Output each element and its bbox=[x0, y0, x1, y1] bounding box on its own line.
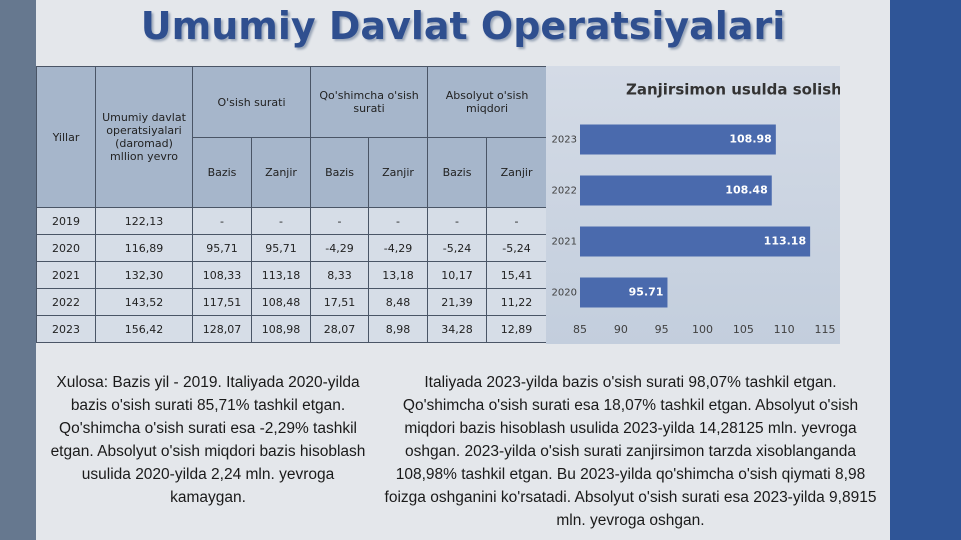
bar bbox=[580, 175, 772, 206]
table-cell: - bbox=[368, 207, 429, 235]
note-text: Xulosa: Bazis yil - 2019. Italiyada 2020… bbox=[50, 374, 366, 506]
table-cell: 8,33 bbox=[310, 261, 370, 289]
table-cell: - bbox=[192, 207, 252, 235]
y-tick-label: 2020 bbox=[552, 288, 577, 299]
header-cell: Absolyut o'sish miqdori bbox=[427, 66, 548, 138]
table-row: 2022 143,52 117,51 108,48 17,51 8,48 21,39 11,2… bbox=[36, 288, 548, 316]
table-cell: 8,48 bbox=[368, 288, 429, 316]
side-strip bbox=[0, 0, 36, 540]
table-cell: 21,39 bbox=[427, 288, 488, 316]
x-tick-label: 95 bbox=[655, 323, 669, 336]
header-cell: Zanjir bbox=[368, 137, 429, 208]
header-cell: Umumiy davlat operatsiyalari (daromad) m… bbox=[95, 66, 193, 208]
table-cell: 156,42 bbox=[95, 315, 193, 343]
header-cell: Yillar bbox=[36, 66, 96, 208]
header-cell: Bazis bbox=[427, 137, 488, 208]
table-cell: 2023 bbox=[36, 315, 96, 343]
header-cell: Bazis bbox=[310, 137, 370, 208]
header-cell: O'sish surati bbox=[191, 66, 312, 138]
x-tick-label: 115 bbox=[815, 323, 836, 336]
table-cell: -4,29 bbox=[310, 234, 370, 262]
table-cell: 17,51 bbox=[310, 288, 370, 316]
table-cell: 12,89 bbox=[486, 315, 548, 343]
bar bbox=[580, 277, 668, 308]
table-cell: 113,18 bbox=[250, 261, 312, 289]
table-cell: 95,71 bbox=[250, 234, 312, 262]
table-cell: 117,51 bbox=[192, 288, 252, 316]
table-cell: 108,33 bbox=[192, 261, 252, 289]
table-row: 2019 122,13- - - - - - bbox=[36, 207, 548, 235]
table-row: 2023 156,42 128,07 108,98 28,07 8,98 34,28 12,8… bbox=[36, 315, 548, 343]
data-table: Yillar Umumiy davlat operatsiyalari (dar… bbox=[36, 66, 548, 343]
bar bbox=[580, 226, 811, 257]
table-cell: 8,98 bbox=[368, 315, 429, 343]
slide-title: Umumiy Davlat Operatsiyalari bbox=[140, 4, 786, 48]
table-cell: 2021 bbox=[36, 261, 96, 289]
value-label: 108.98 bbox=[729, 133, 771, 146]
table-cell: 122,13 bbox=[95, 207, 193, 235]
header-cell: Bazis bbox=[192, 137, 252, 208]
table-cell: - bbox=[486, 207, 548, 235]
x-tick-label: 100 bbox=[692, 323, 713, 336]
y-tick-label: 2023 bbox=[552, 135, 577, 146]
table-cell: -5,24 bbox=[486, 234, 548, 262]
value-label: 95.71 bbox=[629, 286, 664, 299]
chart-title: Zanjirsimon usulda solishtiruv bbox=[626, 81, 840, 99]
table-cell: 2019 bbox=[36, 207, 96, 235]
header-cell: Zanjir bbox=[486, 137, 548, 208]
table-cell: 2020 bbox=[36, 234, 96, 262]
value-label: 113.18 bbox=[764, 235, 806, 248]
table-cell: - bbox=[427, 207, 488, 235]
table-row: 2020 116,89 95,71 95,71 -4,29 -4,29 -5,24 -5,24 bbox=[36, 234, 548, 262]
x-tick-label: 105 bbox=[733, 323, 754, 336]
table-cell: 34,28 bbox=[427, 315, 488, 343]
table-cell: 15,41 bbox=[486, 261, 548, 289]
x-tick-label: 110 bbox=[774, 323, 795, 336]
header-cell: Qo'shimcha o'sish surati bbox=[310, 66, 429, 138]
bar bbox=[580, 124, 776, 155]
x-tick-label: 90 bbox=[614, 323, 628, 336]
side-strip bbox=[890, 0, 961, 540]
table-cell: - bbox=[250, 207, 312, 235]
y-tick-label: 2021 bbox=[552, 237, 577, 248]
table-cell: -5,24 bbox=[427, 234, 488, 262]
table-cell: 108,98 bbox=[250, 315, 312, 343]
table-cell: - bbox=[310, 207, 370, 235]
table-cell: 143,52 bbox=[95, 288, 193, 316]
x-tick-label: 85 bbox=[573, 323, 587, 336]
bar-chart: Zanjirsimon usulda solishtiruv 85 90 95 100… bbox=[546, 66, 840, 344]
value-label: 108.48 bbox=[725, 184, 767, 197]
table-cell: -4,29 bbox=[368, 234, 429, 262]
table-cell: 10,17 bbox=[427, 261, 488, 289]
header-cell: Zanjir bbox=[250, 137, 312, 208]
table-cell: 28,07 bbox=[310, 315, 370, 343]
y-tick-label: 2022 bbox=[552, 186, 577, 197]
table-cell: 132,30 bbox=[95, 261, 193, 289]
table-cell: 95,71 bbox=[192, 234, 252, 262]
table-cell: 128,07 bbox=[192, 315, 252, 343]
note-text: Italiyada 2023-yilda bazis o'sish surati… bbox=[384, 374, 877, 529]
table-cell: 116,89 bbox=[95, 234, 193, 262]
table-row: 2021 132,30 108,33 113,18 8,33 13,18 10,17 15,4… bbox=[36, 261, 548, 289]
table-cell: 11,22 bbox=[486, 288, 548, 316]
table-cell: 13,18 bbox=[368, 261, 429, 289]
table-cell: 108,48 bbox=[250, 288, 312, 316]
table-cell: 2022 bbox=[36, 288, 96, 316]
